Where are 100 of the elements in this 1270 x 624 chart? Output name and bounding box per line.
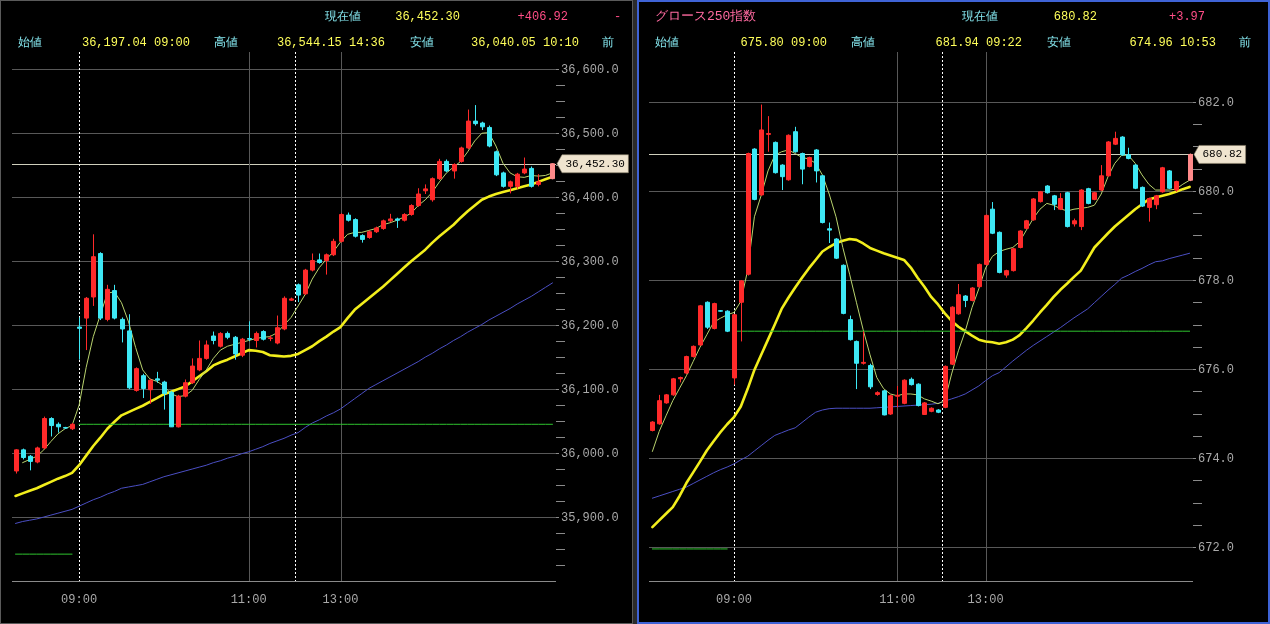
candlestick xyxy=(14,448,19,475)
text: 現在値 xyxy=(325,10,361,24)
candlestick xyxy=(780,163,785,191)
candlestick xyxy=(1099,164,1104,192)
candlestick xyxy=(289,297,294,302)
line-series xyxy=(651,252,1191,499)
candlestick xyxy=(77,316,82,361)
ref-line-label: 680.82 xyxy=(1202,148,1243,161)
candlestick xyxy=(1011,247,1016,273)
candlestick xyxy=(793,126,798,154)
candlestick xyxy=(402,212,407,223)
candlestick xyxy=(169,390,174,428)
candlestick xyxy=(1031,197,1036,222)
candlestick xyxy=(49,416,54,437)
candlestick xyxy=(141,373,146,399)
candlestick xyxy=(303,268,308,296)
candlestick xyxy=(684,355,689,375)
y-tick-label: 36,300.0 xyxy=(561,254,619,269)
x-tick-label: 13:00 xyxy=(967,593,1004,607)
candlestick xyxy=(1018,229,1023,249)
candlestick xyxy=(98,251,103,321)
candlestick xyxy=(437,158,442,181)
candlestick xyxy=(42,416,47,450)
text: 36,452.30 xyxy=(395,10,460,24)
candlestick xyxy=(1072,218,1077,228)
candlestick xyxy=(1133,163,1138,190)
y-tick-label: 36,400.0 xyxy=(561,190,619,205)
candlestick xyxy=(657,394,662,426)
candlestick xyxy=(698,304,703,347)
candlestick xyxy=(718,309,723,313)
candlestick xyxy=(70,422,75,431)
candlestick xyxy=(909,377,914,387)
candlestick xyxy=(515,172,520,190)
candlestick xyxy=(254,331,259,349)
candlestick xyxy=(990,201,995,235)
candlestick xyxy=(929,406,934,413)
text: 36,544.15 14:36 xyxy=(276,36,385,50)
ref-line-label: 36,452.30 xyxy=(565,157,625,170)
y-tick-label: 676.0 xyxy=(1198,362,1235,377)
y-tick-label: 36,000.0 xyxy=(561,446,619,461)
candlestick xyxy=(487,125,492,148)
candlestick xyxy=(664,393,669,405)
y-tick-label: 36,600.0 xyxy=(561,62,619,77)
candlestick xyxy=(346,212,351,223)
candlestick xyxy=(176,394,181,428)
candlestick xyxy=(1147,197,1152,223)
line-series xyxy=(15,282,553,524)
candlestick xyxy=(466,109,471,150)
x-tick-label: 09:00 xyxy=(61,593,98,607)
candlestick xyxy=(902,378,907,405)
candlestick xyxy=(773,141,778,175)
x-tick-label: 11:00 xyxy=(230,593,267,607)
candlestick xyxy=(127,313,132,390)
candlestick xyxy=(324,252,329,276)
y-tick-label: 36,500.0 xyxy=(561,126,619,141)
candlestick xyxy=(1174,180,1179,193)
candlestick xyxy=(827,222,832,244)
text: +3.97 xyxy=(1168,10,1205,24)
candlestick xyxy=(1113,131,1118,146)
candlestick xyxy=(56,421,61,434)
text: 675.80 09:00 xyxy=(740,36,827,50)
candlestick xyxy=(1045,184,1050,195)
text: 安値 xyxy=(410,35,434,50)
text: 680.82 xyxy=(1053,10,1097,24)
candlestick xyxy=(225,331,230,340)
y-tick-label: 680.0 xyxy=(1198,184,1235,199)
candlestick xyxy=(529,166,534,189)
line-series xyxy=(22,132,553,464)
text: 現在値 xyxy=(962,10,998,24)
candlestick xyxy=(353,217,358,238)
candlestick xyxy=(247,320,252,342)
candlestick xyxy=(712,302,717,330)
candlestick xyxy=(671,377,676,397)
candlestick xyxy=(691,344,696,358)
candlestick xyxy=(1038,190,1043,204)
y-tick-label: 678.0 xyxy=(1198,273,1235,288)
candlestick xyxy=(1052,194,1057,211)
candlestick xyxy=(473,104,478,127)
candlestick xyxy=(416,187,421,208)
candlestick xyxy=(650,420,655,432)
line-series xyxy=(651,149,1191,452)
candlestick xyxy=(381,219,386,231)
candlestick xyxy=(162,380,167,411)
candlestick xyxy=(1086,187,1091,205)
candlestick xyxy=(423,183,428,195)
candlestick xyxy=(800,152,805,185)
candlestick xyxy=(430,176,435,203)
y-tick-label: 674.0 xyxy=(1198,451,1235,466)
candlestick xyxy=(848,315,853,342)
candlestick xyxy=(183,379,188,398)
candlestick xyxy=(1024,219,1029,230)
candlestick xyxy=(536,173,541,187)
candlestick xyxy=(1065,191,1070,228)
text: - xyxy=(614,10,622,24)
candlestick xyxy=(943,364,948,409)
candlestick xyxy=(494,150,499,177)
candlestick xyxy=(21,448,26,460)
candlestick xyxy=(841,263,846,315)
text: 前 xyxy=(1239,36,1251,50)
candlestick xyxy=(814,148,819,183)
